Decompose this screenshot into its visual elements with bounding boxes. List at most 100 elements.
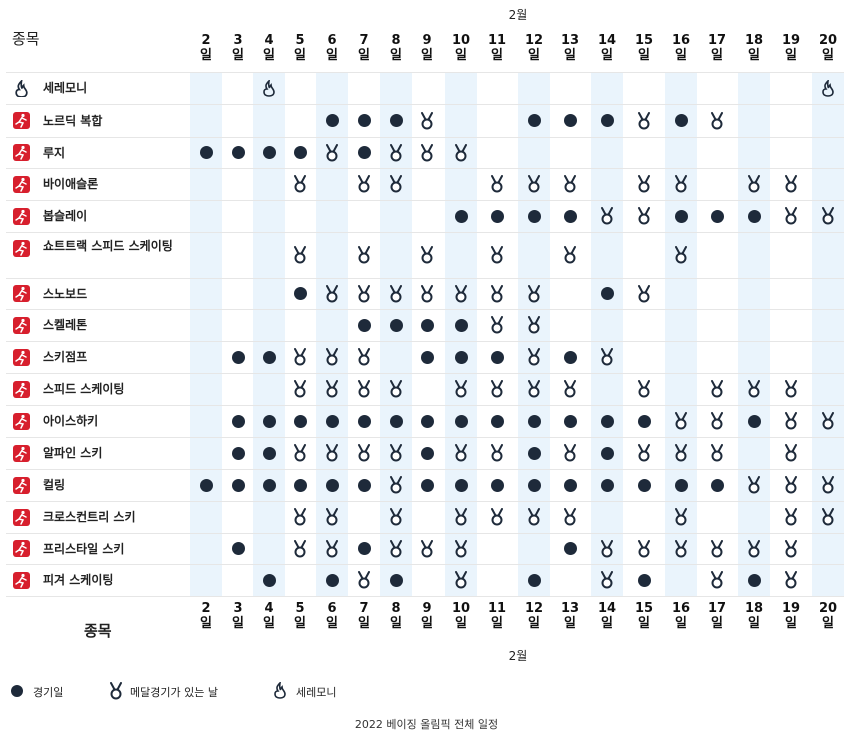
header-day-16: 16 일 [666, 33, 696, 63]
medal-icon [711, 539, 723, 557]
sport-name: 세레모니 [43, 81, 88, 95]
medal-icon [294, 175, 306, 193]
day-suffix: 일 [294, 616, 306, 631]
footer-day-19: 19 일 [776, 601, 806, 631]
medal-icon [675, 444, 687, 462]
day-suffix: 일 [200, 616, 212, 631]
sport-name: 노르딕 복합 [43, 113, 103, 128]
medal-icon [390, 508, 402, 526]
ski-jumping-icon [13, 348, 30, 366]
row-divider [6, 405, 844, 406]
curling-icon [13, 476, 30, 494]
medal-icon [358, 284, 370, 302]
day-number: 4 [264, 33, 274, 48]
header-day-18: 18 일 [739, 33, 769, 63]
event-dot-icon [600, 478, 614, 492]
medal-icon [294, 444, 306, 462]
event-dot-icon [231, 350, 245, 364]
medal-icon [564, 380, 576, 398]
day-number: 5 [295, 33, 305, 48]
event-dot-icon [420, 414, 434, 428]
alpine-skiing-icon [13, 444, 30, 462]
medal-icon [675, 412, 687, 430]
event-dot-icon [293, 478, 307, 492]
footer-day-17: 17 일 [702, 601, 732, 631]
bobsleigh-icon [13, 207, 30, 225]
event-dot-icon [527, 478, 541, 492]
event-dot-icon [357, 146, 371, 159]
medal-icon [601, 571, 613, 589]
event-dot-icon [454, 209, 468, 223]
day-suffix: 일 [601, 616, 613, 631]
event-dot-icon [231, 146, 245, 159]
day-number: 8 [391, 601, 401, 616]
sport-name: 바이애슬론 [43, 177, 99, 191]
month-label-top: 2월 [508, 8, 528, 22]
event-dot-icon [637, 478, 651, 492]
legend-medal-label: 메달경기가 있는 날 [130, 686, 218, 699]
medal-icon [785, 508, 797, 526]
event-dot-icon [674, 114, 688, 127]
day-suffix: 일 [675, 48, 687, 63]
sport-name: 컬링 [43, 478, 66, 492]
event-dot-icon [420, 478, 434, 492]
medal-icon [390, 539, 402, 557]
medal-icon [491, 444, 503, 462]
medal-icon [785, 380, 797, 398]
day-number: 20 [818, 33, 838, 48]
medal-icon [748, 380, 760, 398]
event-dot-icon [637, 573, 651, 587]
row-divider [6, 104, 844, 105]
event-dot-icon [420, 350, 434, 364]
event-dot-icon [563, 478, 577, 492]
day-suffix: 일 [601, 48, 613, 63]
event-dot-icon [231, 446, 245, 460]
medal-icon [822, 207, 834, 225]
event-dot-icon [600, 287, 614, 300]
day-number: 6 [327, 601, 337, 616]
event-dot-icon [357, 114, 371, 127]
row-divider [6, 137, 844, 138]
event-dot-icon [293, 146, 307, 159]
row-divider [6, 373, 844, 374]
day-number: 11 [487, 601, 507, 616]
medal-icon [528, 508, 540, 526]
medal-icon [421, 143, 433, 161]
snowboard-icon [13, 285, 30, 302]
row-divider [6, 469, 844, 470]
legend-medal-icon [110, 682, 122, 700]
caption: 2022 베이징 올림픽 전체 일정 [354, 718, 499, 731]
medal-icon [711, 571, 723, 589]
day-suffix: 일 [326, 616, 338, 631]
day-number: 18 [744, 33, 764, 48]
day-suffix: 일 [232, 48, 244, 63]
medal-icon [455, 571, 467, 589]
event-dot-icon [710, 478, 724, 492]
medal-icon [711, 412, 723, 430]
header-day-19: 19 일 [776, 33, 806, 63]
day-suffix: 일 [711, 48, 723, 63]
medal-icon [326, 539, 338, 557]
day-number: 5 [295, 601, 305, 616]
medal-icon [455, 143, 467, 161]
event-dot-icon [293, 287, 307, 300]
medal-icon [785, 444, 797, 462]
row-divider [6, 309, 844, 310]
medal-icon [785, 175, 797, 193]
day-number: 12 [524, 33, 544, 48]
medal-icon [638, 444, 650, 462]
event-dot-icon [199, 146, 213, 159]
day-number: 7 [359, 601, 369, 616]
medal-icon [390, 380, 402, 398]
day-number: 4 [264, 601, 274, 616]
day-number: 3 [233, 601, 243, 616]
event-dot-icon [454, 414, 468, 428]
day-number: 18 [744, 601, 764, 616]
column-highlight [518, 72, 550, 596]
row-divider [6, 168, 844, 169]
legend-ceremony-icon [274, 682, 286, 699]
medal-icon [358, 246, 370, 264]
